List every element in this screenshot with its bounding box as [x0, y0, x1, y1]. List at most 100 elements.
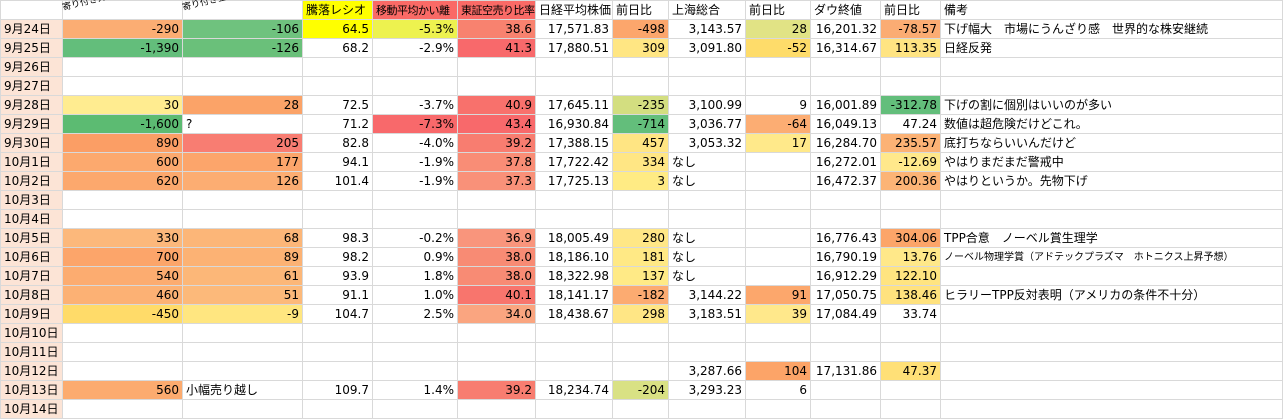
- cell-amount[interactable]: 28: [182, 95, 303, 115]
- cell-amount[interactable]: 61: [182, 266, 303, 286]
- date-cell[interactable]: 9月26日: [0, 57, 63, 77]
- cell-foreign[interactable]: 600: [62, 152, 183, 172]
- cell-nikkei[interactable]: 18,234.74: [535, 380, 613, 400]
- cell-dow[interactable]: 16,790.19: [810, 247, 881, 267]
- cell-amount[interactable]: [182, 57, 303, 77]
- cell-ma-deviation[interactable]: [372, 57, 458, 77]
- cell-shanghai-change[interactable]: [745, 190, 811, 210]
- cell-dow[interactable]: 16,314.67: [810, 38, 881, 58]
- cell-nikkei-change[interactable]: [612, 57, 669, 77]
- cell-ratio[interactable]: 91.1: [302, 285, 373, 305]
- cell-nikkei-change[interactable]: [612, 209, 669, 229]
- cell-shanghai[interactable]: 3,036.77: [668, 114, 746, 134]
- cell-remarks[interactable]: TPP合意 ノーベル賞生理学: [940, 228, 1283, 248]
- cell-ratio[interactable]: 101.4: [302, 171, 373, 191]
- cell-foreign[interactable]: [62, 209, 183, 229]
- date-cell[interactable]: 9月30日: [0, 133, 63, 153]
- date-cell[interactable]: 10月14日: [0, 399, 63, 419]
- cell-ratio[interactable]: 98.2: [302, 247, 373, 267]
- cell-shanghai[interactable]: [668, 57, 746, 77]
- cell-amount[interactable]: [182, 209, 303, 229]
- cell-shanghai[interactable]: [668, 323, 746, 343]
- header-shanghai-change[interactable]: 前日比: [745, 0, 811, 20]
- cell-ma-deviation[interactable]: -5.3%: [372, 19, 458, 39]
- cell-nikkei[interactable]: [535, 190, 613, 210]
- cell-shanghai[interactable]: [668, 399, 746, 419]
- cell-ma-deviation[interactable]: [372, 342, 458, 362]
- cell-dow[interactable]: 16,776.43: [810, 228, 881, 248]
- cell-shanghai-change[interactable]: [745, 171, 811, 191]
- cell-dow-change[interactable]: [880, 323, 941, 343]
- cell-nikkei[interactable]: [535, 323, 613, 343]
- cell-shanghai[interactable]: 3,143.57: [668, 19, 746, 39]
- cell-remarks[interactable]: ノーベル物理学賞（アドテックプラズマ ホトニクス上昇予想）: [940, 247, 1283, 267]
- cell-shanghai-change[interactable]: [745, 399, 811, 419]
- cell-nikkei[interactable]: 17,725.13: [535, 171, 613, 191]
- cell-foreign[interactable]: 890: [62, 133, 183, 153]
- date-cell[interactable]: 10月5日: [0, 228, 63, 248]
- cell-remarks[interactable]: やはりまだまだ警戒中: [940, 152, 1283, 172]
- cell-dow-change[interactable]: 122.10: [880, 266, 941, 286]
- cell-dow[interactable]: [810, 342, 881, 362]
- cell-ma-deviation[interactable]: 0.9%: [372, 247, 458, 267]
- cell-ma-deviation[interactable]: -2.9%: [372, 38, 458, 58]
- cell-shanghai[interactable]: 3,183.51: [668, 304, 746, 324]
- cell-ratio[interactable]: 93.9: [302, 266, 373, 286]
- cell-short-ratio[interactable]: 43.4: [457, 114, 536, 134]
- cell-foreign[interactable]: [62, 342, 183, 362]
- header-foreign-open-trades[interactable]: 寄り付き外国人売り買い(万株): [62, 0, 184, 20]
- cell-amount[interactable]: [182, 76, 303, 96]
- cell-ratio[interactable]: [302, 190, 373, 210]
- cell-nikkei[interactable]: 16,930.84: [535, 114, 613, 134]
- cell-shanghai-change[interactable]: [745, 152, 811, 172]
- cell-amount[interactable]: 89: [182, 247, 303, 267]
- cell-ma-deviation[interactable]: -7.3%: [372, 114, 458, 134]
- cell-remarks[interactable]: [940, 190, 1283, 210]
- cell-amount[interactable]: -106: [182, 19, 303, 39]
- cell-remarks[interactable]: [940, 399, 1283, 419]
- cell-dow-change[interactable]: [880, 399, 941, 419]
- cell-nikkei-change[interactable]: 309: [612, 38, 669, 58]
- cell-shanghai-change[interactable]: 9: [745, 95, 811, 115]
- cell-amount[interactable]: [182, 361, 303, 381]
- cell-nikkei-change[interactable]: [612, 76, 669, 96]
- cell-remarks[interactable]: 日経反発: [940, 38, 1283, 58]
- cell-foreign[interactable]: [62, 76, 183, 96]
- cell-nikkei-change[interactable]: -182: [612, 285, 669, 305]
- cell-nikkei[interactable]: 18,438.67: [535, 304, 613, 324]
- cell-ma-deviation[interactable]: [372, 323, 458, 343]
- date-cell[interactable]: 10月9日: [0, 304, 63, 324]
- cell-shanghai[interactable]: なし: [668, 171, 746, 191]
- cell-ratio[interactable]: 72.5: [302, 95, 373, 115]
- cell-nikkei[interactable]: 18,322.98: [535, 266, 613, 286]
- cell-short-ratio[interactable]: 39.2: [457, 380, 536, 400]
- cell-dow-change[interactable]: [880, 76, 941, 96]
- header-dow-change[interactable]: 前日比: [880, 0, 941, 20]
- cell-nikkei-change[interactable]: 137: [612, 266, 669, 286]
- cell-shanghai-change[interactable]: 28: [745, 19, 811, 39]
- cell-dow[interactable]: [810, 57, 881, 77]
- cell-dow[interactable]: 16,201.32: [810, 19, 881, 39]
- cell-remarks[interactable]: [940, 57, 1283, 77]
- cell-shanghai-change[interactable]: 17: [745, 133, 811, 153]
- cell-remarks[interactable]: 下げ幅大 市場にうんざり感 世界的な株安継続: [940, 19, 1283, 39]
- cell-foreign[interactable]: -1,390: [62, 38, 183, 58]
- cell-dow-change[interactable]: [880, 209, 941, 229]
- date-cell[interactable]: 9月29日: [0, 114, 63, 134]
- cell-nikkei-change[interactable]: [612, 361, 669, 381]
- cell-dow[interactable]: 16,001.89: [810, 95, 881, 115]
- cell-nikkei[interactable]: 18,005.49: [535, 228, 613, 248]
- cell-nikkei-change[interactable]: [612, 190, 669, 210]
- cell-dow[interactable]: [810, 209, 881, 229]
- cell-ma-deviation[interactable]: 1.0%: [372, 285, 458, 305]
- date-cell[interactable]: 10月1日: [0, 152, 63, 172]
- cell-short-ratio[interactable]: [457, 399, 536, 419]
- cell-nikkei-change[interactable]: -204: [612, 380, 669, 400]
- cell-ratio[interactable]: [302, 342, 373, 362]
- cell-nikkei-change[interactable]: 3: [612, 171, 669, 191]
- cell-short-ratio[interactable]: 38.0: [457, 266, 536, 286]
- cell-dow-change[interactable]: -312.78: [880, 95, 941, 115]
- cell-shanghai[interactable]: 3,091.80: [668, 38, 746, 58]
- cell-dow[interactable]: [810, 76, 881, 96]
- date-cell[interactable]: 10月8日: [0, 285, 63, 305]
